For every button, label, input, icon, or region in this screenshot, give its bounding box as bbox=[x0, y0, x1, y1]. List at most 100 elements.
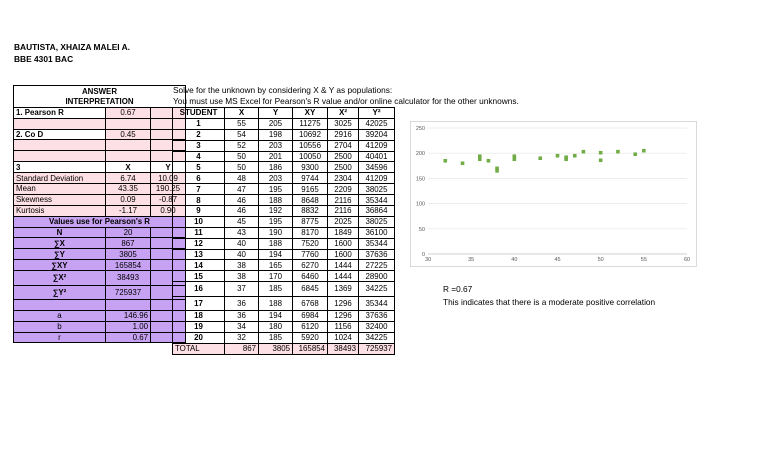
xy-value[interactable]: 9300 bbox=[292, 161, 328, 174]
xy-value[interactable]: 8832 bbox=[292, 205, 328, 217]
y-value[interactable]: 203 bbox=[258, 139, 293, 152]
col-header-student[interactable]: STUDENT bbox=[172, 107, 225, 119]
y2-value[interactable]: 34225 bbox=[358, 281, 395, 297]
y-value[interactable]: 205 bbox=[258, 117, 293, 130]
x2-value[interactable]: 2704 bbox=[327, 139, 359, 152]
x-value[interactable]: 38 bbox=[224, 270, 259, 283]
xy-value[interactable]: 8170 bbox=[292, 226, 328, 239]
sum-label[interactable]: ∑X² bbox=[13, 270, 106, 286]
y2-value[interactable]: 40401 bbox=[358, 150, 395, 163]
x-value[interactable]: 40 bbox=[224, 248, 259, 261]
student-number[interactable]: 10 bbox=[172, 215, 225, 228]
y2-value[interactable]: 36864 bbox=[358, 205, 395, 217]
x2-value[interactable]: 2304 bbox=[327, 172, 359, 185]
xy-value[interactable]: 8648 bbox=[292, 194, 328, 207]
coeff-label[interactable]: a bbox=[13, 310, 106, 322]
y-value[interactable]: 180 bbox=[258, 320, 293, 333]
student-number[interactable]: 20 bbox=[172, 331, 225, 344]
y2-value[interactable]: 39204 bbox=[358, 128, 395, 141]
stat-label[interactable]: Standard Deviation bbox=[13, 172, 106, 185]
xy-value[interactable]: 6460 bbox=[292, 270, 328, 283]
x2-value[interactable]: 1600 bbox=[327, 237, 359, 250]
xy-value[interactable]: 10692 bbox=[292, 128, 328, 141]
total-x2-value[interactable]: 38493 bbox=[327, 342, 359, 355]
x-value[interactable]: 54 bbox=[224, 128, 259, 141]
coeff-label[interactable]: b bbox=[13, 321, 106, 333]
x-value[interactable]: 55 bbox=[224, 117, 259, 130]
y-value[interactable]: 188 bbox=[258, 295, 293, 312]
y-value[interactable]: 203 bbox=[258, 172, 293, 185]
y2-value[interactable]: 41209 bbox=[358, 172, 395, 185]
student-number[interactable]: 18 bbox=[172, 310, 225, 322]
y2-value[interactable]: 35344 bbox=[358, 295, 395, 312]
x-value[interactable]: 38 bbox=[224, 259, 259, 272]
y2-value[interactable]: 41209 bbox=[358, 139, 395, 152]
student-number[interactable]: 4 bbox=[172, 150, 225, 163]
values-title[interactable]: Values use for Pearson's R bbox=[13, 216, 186, 228]
student-number[interactable]: 15 bbox=[172, 270, 225, 283]
total-label[interactable]: TOTAL bbox=[172, 342, 225, 355]
answer-title[interactable]: ANSWER bbox=[13, 85, 186, 97]
x2-value[interactable]: 2209 bbox=[327, 183, 359, 196]
x2-value[interactable]: 2116 bbox=[327, 194, 359, 207]
student-number[interactable]: 1 bbox=[172, 117, 225, 130]
x-value[interactable]: 47 bbox=[224, 183, 259, 196]
stat-x-value[interactable]: -1.17 bbox=[105, 205, 151, 217]
xy-value[interactable]: 11275 bbox=[292, 117, 328, 130]
blank-cell[interactable] bbox=[13, 139, 106, 152]
x2-value[interactable]: 2116 bbox=[327, 205, 359, 217]
x-value[interactable]: 36 bbox=[224, 295, 259, 312]
sum-value[interactable]: 38493 bbox=[105, 270, 151, 286]
y2-value[interactable]: 32400 bbox=[358, 320, 395, 333]
pearson-r-value[interactable]: 0.67 bbox=[105, 107, 151, 119]
blank-cell[interactable] bbox=[105, 139, 151, 152]
x-value[interactable]: 36 bbox=[224, 310, 259, 322]
y2-value[interactable]: 36100 bbox=[358, 226, 395, 239]
student-number[interactable]: 8 bbox=[172, 194, 225, 207]
x2-value[interactable]: 2500 bbox=[327, 150, 359, 163]
student-number[interactable]: 5 bbox=[172, 161, 225, 174]
x-value[interactable]: 40 bbox=[224, 237, 259, 250]
student-number[interactable]: 9 bbox=[172, 205, 225, 217]
stat-x-value[interactable]: 43.35 bbox=[105, 183, 151, 195]
student-number[interactable]: 7 bbox=[172, 183, 225, 196]
x2-value[interactable]: 3025 bbox=[327, 117, 359, 130]
student-number[interactable]: 13 bbox=[172, 248, 225, 261]
y2-value[interactable]: 38025 bbox=[358, 215, 395, 228]
stat-x-value[interactable]: 6.74 bbox=[105, 172, 151, 185]
coeff-value[interactable]: 0.67 bbox=[105, 332, 151, 344]
y2-value[interactable]: 35344 bbox=[358, 194, 395, 207]
x2-value[interactable]: 2500 bbox=[327, 161, 359, 174]
x-value[interactable]: 32 bbox=[224, 331, 259, 344]
xy-value[interactable]: 5920 bbox=[292, 331, 328, 344]
y2-value[interactable]: 34225 bbox=[358, 331, 395, 344]
y-value[interactable]: 186 bbox=[258, 161, 293, 174]
coeff-value[interactable]: 1.00 bbox=[105, 321, 151, 333]
col-header-y2[interactable]: Y² bbox=[358, 107, 395, 119]
xy-value[interactable]: 9165 bbox=[292, 183, 328, 196]
blank-cell[interactable] bbox=[13, 118, 106, 130]
coeff-value[interactable]: 146.96 bbox=[105, 310, 151, 322]
cod-value[interactable]: 0.45 bbox=[105, 129, 151, 141]
xy-value[interactable]: 7760 bbox=[292, 248, 328, 261]
stats-x-header[interactable]: X bbox=[105, 161, 151, 174]
x2-value[interactable]: 1600 bbox=[327, 248, 359, 261]
x-value[interactable]: 50 bbox=[224, 161, 259, 174]
scatter-chart[interactable]: 0 50 100 150 200 250 30 35 40 45 50 55 60 bbox=[410, 121, 697, 267]
sum-value[interactable]: 725937 bbox=[105, 285, 151, 300]
cod-label[interactable]: 2. Co D bbox=[13, 129, 106, 141]
stat-label[interactable]: Skewness bbox=[13, 194, 106, 206]
y-value[interactable]: 198 bbox=[258, 128, 293, 141]
blank-cell[interactable] bbox=[105, 118, 151, 130]
x2-value[interactable]: 1369 bbox=[327, 281, 359, 297]
x-value[interactable]: 43 bbox=[224, 226, 259, 239]
x2-value[interactable]: 1296 bbox=[327, 310, 359, 322]
sum-label[interactable]: ∑X bbox=[13, 237, 106, 250]
x-value[interactable]: 46 bbox=[224, 205, 259, 217]
stat-label[interactable]: Kurtosis bbox=[13, 205, 106, 217]
y-value[interactable]: 170 bbox=[258, 270, 293, 283]
sum-value[interactable]: 3805 bbox=[105, 248, 151, 261]
x2-value[interactable]: 1444 bbox=[327, 259, 359, 272]
student-number[interactable]: 19 bbox=[172, 320, 225, 333]
blank-cell[interactable] bbox=[13, 299, 106, 311]
